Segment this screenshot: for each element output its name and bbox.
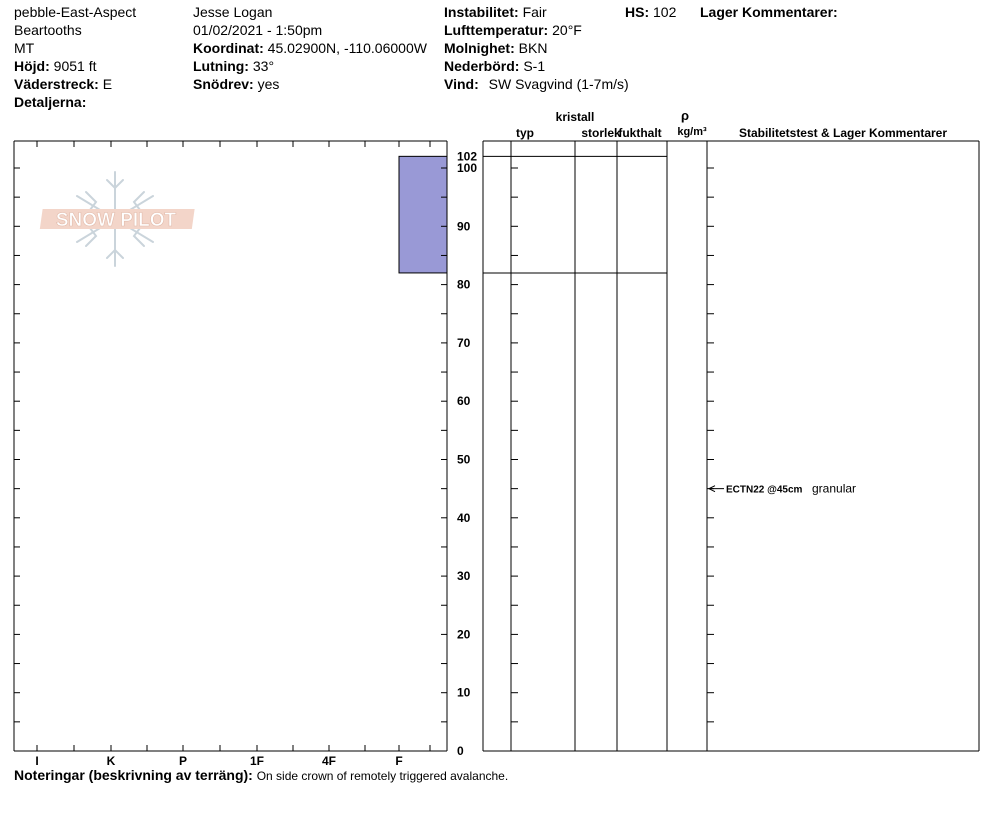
notes-row: Noteringar (beskrivning av terräng): On … [14,767,508,784]
logo-text: SNOW PILOT [56,210,177,231]
wind-value: SW Svagvind (1-7m/s) [488,76,629,92]
col-stability-label: Stabilitetstest & Lager Kommentarer [739,126,947,140]
hs-row: HS: 102 [625,4,676,20]
wind-label: Vind: [444,76,479,92]
sky-row: Molnighet: BKN [444,40,547,56]
aspect-value: E [102,76,113,92]
height-label-60: 60 [457,394,471,408]
snowpilot-logo: SNOW PILOT [39,171,195,267]
details-label: Detaljerna: [14,94,87,110]
stability-value: Fair [522,4,547,20]
airtemp-label: Lufttemperatur: [444,22,549,38]
hardness-label-F: F [395,754,402,768]
hardness-layer-bar-0 [398,155,448,274]
hardness-label-4F: 4F [322,754,336,768]
col-fukthalt-label: fukthalt [618,126,661,140]
stability-label: Instabilitet: [444,4,519,20]
sky-value: BKN [518,40,548,56]
hardness-profile-panel: I K P 1F 4F F [13,140,448,768]
elevation-label: Höjd: [14,58,50,74]
elevation-value: 9051 ft [53,58,97,74]
observer-name: Jesse Logan [193,4,273,20]
range-name: Beartooths [14,22,82,38]
state-name: MT [14,40,35,56]
height-label-90: 90 [457,219,471,233]
slope-value: 33° [252,58,275,74]
wind-row: Vind: SW Svagvind (1-7m/s) [444,76,629,92]
hardness-label-K: K [107,754,116,768]
airtemp-row: Lufttemperatur: 20°F [444,22,582,38]
col-rho-label: ρ [681,108,689,123]
precip-value: S-1 [523,58,546,74]
coords-row: Koordinat: 45.02900N, -110.06000W [193,40,427,56]
drift-value: yes [257,76,280,92]
hardness-label-1F: 1F [250,754,264,768]
height-label-40: 40 [457,511,471,525]
hs-label: HS: [625,4,650,20]
height-label-100: 100 [457,161,477,175]
layer-comments-label: Lager Kommentarer: [700,4,838,20]
hs-value: 102 [653,4,677,20]
col-typ-label: typ [516,126,534,140]
stability-test-result-0: ECTN22 @45cm [726,485,803,496]
precip-label: Nederbörd: [444,58,520,74]
stability-row: Instabilitet: Fair [444,4,547,20]
height-label-80: 80 [457,278,471,292]
stability-test-comment-0: granular [812,482,856,496]
slope-row: Lutning: 33° [193,58,274,74]
drift-row: Snödrev: yes [193,76,279,92]
col-rho-unit-label: kg/m³ [677,126,707,138]
layer-table-panel: ECTN22 @45cm granular [482,140,980,752]
coords-label: Koordinat: [193,40,264,56]
observation-datetime: 01/02/2021 - 1:50pm [193,22,323,38]
drift-label: Snödrev: [193,76,254,92]
hardness-label-I: I [35,754,38,768]
airtemp-value: 20°F [552,22,582,38]
height-label-20: 20 [457,627,471,641]
hardness-label-P: P [179,754,187,768]
height-label-50: 50 [457,453,471,467]
height-label-0: 0 [457,744,464,758]
sky-label: Molnighet: [444,40,515,56]
precip-row: Nederbörd: S-1 [444,58,545,74]
coords-value: 45.02900N, -110.06000W [267,40,427,56]
elevation-row: Höjd: 9051 ft [14,58,96,74]
hs-height-label: 102 [457,149,477,163]
aspect-row: Väderstreck: E [14,76,112,92]
height-label-30: 30 [457,569,471,583]
notes-label: Noteringar (beskrivning av terräng): [14,767,253,783]
site-name: pebble-East-Aspect [14,4,137,20]
slope-label: Lutning: [193,58,249,74]
col-kristall-label: kristall [556,110,595,124]
col-storlek-label: storlek [581,126,621,140]
height-label-10: 10 [457,686,471,700]
snow-profile-chart: SNOW PILOT I K P 1F 4F F 0 10 20 30 40 50 60 70 80 90 1… [13,108,980,768]
notes-text: On side crown of remotely triggered aval… [256,769,509,783]
height-label-70: 70 [457,336,471,350]
aspect-label: Väderstreck: [14,76,99,92]
stability-test-arrow-0 [707,485,716,493]
